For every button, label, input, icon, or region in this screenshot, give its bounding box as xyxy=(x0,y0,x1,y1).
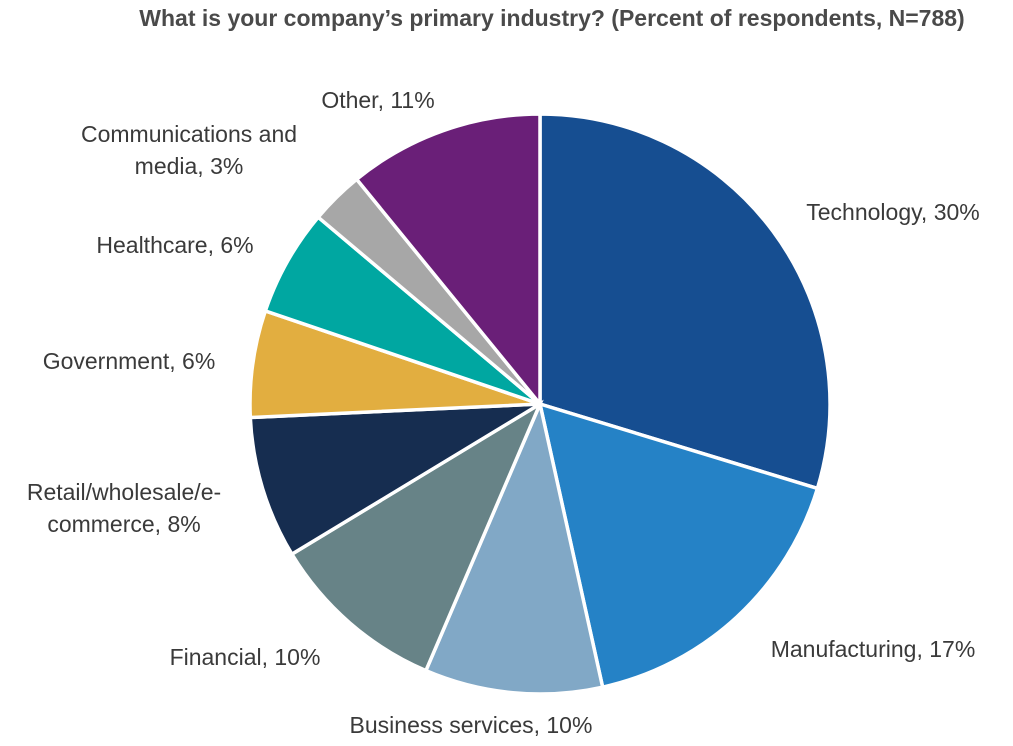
slice-label-1: Manufacturing, 17% xyxy=(771,636,976,662)
pie-slices xyxy=(248,112,832,696)
slice-label-line: Retail/wholesale/e- xyxy=(27,479,221,505)
pie-slice-0 xyxy=(538,112,832,491)
slice-label-2: Business services, 10% xyxy=(350,712,593,738)
pie-slice-4 xyxy=(248,402,541,557)
pie-slice-1 xyxy=(537,401,820,690)
slice-label-5: Government, 6% xyxy=(43,348,216,374)
slice-label-line: Business services, 10% xyxy=(350,712,593,738)
pie-slice-2 xyxy=(423,398,605,696)
slice-label-line: media, 3% xyxy=(135,153,244,179)
slice-label-4: Retail/wholesale/e-commerce, 8% xyxy=(27,479,221,537)
slice-label-6: Healthcare, 6% xyxy=(96,232,253,258)
slice-label-line: Government, 6% xyxy=(43,348,216,374)
chart-title: What is your company’s primary industry?… xyxy=(139,5,964,31)
slice-label-line: Technology, 30% xyxy=(806,199,979,225)
slice-label-3: Financial, 10% xyxy=(170,644,321,670)
slice-label-line: Financial, 10% xyxy=(170,644,321,670)
slice-label-0: Technology, 30% xyxy=(806,199,979,225)
slice-label-line: Other, 11% xyxy=(321,87,434,113)
slice-label-8: Other, 11% xyxy=(321,87,434,113)
slice-labels: Technology, 30% Manufacturing, 17% Busines… xyxy=(27,87,980,738)
slice-label-line: Communications and xyxy=(81,121,297,147)
pie-slice-8 xyxy=(354,112,542,409)
slice-label-line: Manufacturing, 17% xyxy=(771,636,976,662)
slice-label-line: commerce, 8% xyxy=(47,511,200,537)
slice-label-line: Healthcare, 6% xyxy=(96,232,253,258)
slice-label-7: Communications and media, 3% xyxy=(81,121,297,179)
pie-slice-3 xyxy=(289,399,544,673)
